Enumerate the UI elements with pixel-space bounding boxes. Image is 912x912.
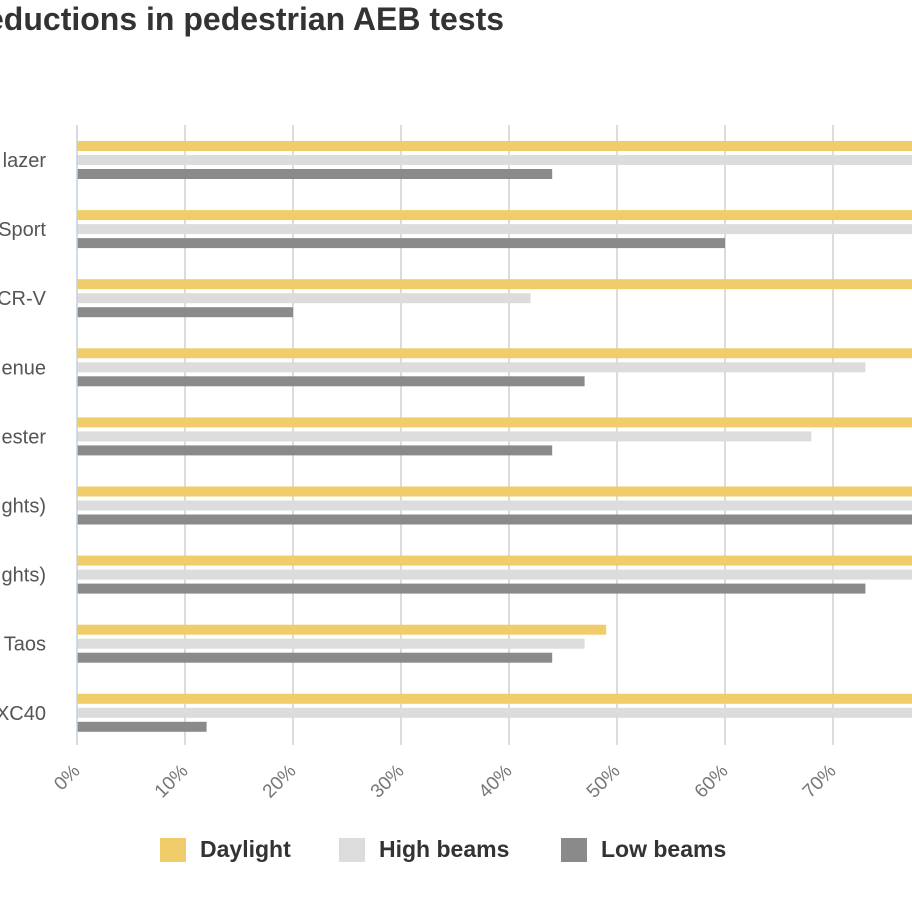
- legend-label: Daylight: [200, 836, 291, 862]
- bar-high-beams: [77, 500, 912, 511]
- category-label: Sport: [0, 219, 46, 241]
- category-label: CR-V: [0, 288, 47, 310]
- category-label: lazer: [3, 150, 47, 172]
- category-label: ghts): [2, 565, 46, 587]
- bars: [77, 141, 912, 732]
- legend-item-daylight: Daylight: [160, 836, 291, 863]
- legend-item-low-beams: Low beams: [561, 836, 726, 863]
- x-tick-label: 70%: [799, 761, 841, 803]
- x-tick-label: 0%: [50, 761, 84, 795]
- x-tick-label: 20%: [259, 761, 301, 803]
- bar-daylight: [77, 486, 912, 497]
- category-label: ester: [2, 426, 47, 448]
- x-tick-label: 50%: [583, 761, 625, 803]
- bar-low-beams: [77, 652, 553, 663]
- bar-low-beams: [77, 445, 553, 456]
- bar-low-beams: [77, 514, 912, 525]
- bar-daylight: [77, 624, 607, 635]
- bar-low-beams: [77, 307, 293, 318]
- bar-high-beams: [77, 638, 585, 649]
- bar-daylight: [77, 348, 912, 359]
- legend-swatch: [339, 837, 365, 862]
- bar-daylight: [77, 210, 912, 221]
- bar-low-beams: [77, 238, 725, 249]
- x-tick-label: 10%: [151, 761, 193, 803]
- bar-daylight: [77, 693, 912, 704]
- bar-high-beams: [77, 362, 866, 373]
- x-tick-label: 30%: [367, 761, 409, 803]
- legend-label: High beams: [379, 836, 510, 862]
- bar-high-beams: [77, 569, 912, 580]
- bar-high-beams: [77, 224, 912, 235]
- legend-label: Low beams: [601, 836, 727, 862]
- bar-daylight: [77, 555, 912, 566]
- bar-daylight: [77, 417, 912, 428]
- legend: Daylight High beams Low beams: [0, 836, 912, 876]
- bar-low-beams: [77, 376, 585, 387]
- x-tick-labels: 0%10%20%30%40%50%60%70%8: [50, 761, 841, 803]
- bar-daylight: [77, 279, 912, 290]
- category-label: ghts): [2, 496, 46, 518]
- category-label: Taos: [4, 634, 46, 656]
- category-labels: lazer Sport CR-V enue ester ghts) ghts) Taos XC4…: [0, 150, 47, 725]
- bar-high-beams: [77, 431, 812, 442]
- bar-high-beams: [77, 155, 912, 165]
- bar-high-beams: [77, 293, 531, 304]
- legend-item-high-beams: High beams: [339, 836, 509, 863]
- legend-swatch: [160, 837, 186, 862]
- bar-low-beams: [77, 583, 866, 594]
- category-label: enue: [2, 357, 47, 379]
- bar-low-beams: [77, 721, 207, 732]
- chart-title: eductions in pedestrian AEB tests: [0, 1, 505, 37]
- legend-swatch: [561, 837, 587, 862]
- bar-daylight: [77, 141, 912, 151]
- x-tick-label: 60%: [691, 761, 733, 803]
- bar-low-beams: [77, 169, 553, 179]
- category-label: XC40: [0, 703, 46, 725]
- x-tick-label: 40%: [475, 761, 517, 803]
- bar-high-beams: [77, 707, 912, 718]
